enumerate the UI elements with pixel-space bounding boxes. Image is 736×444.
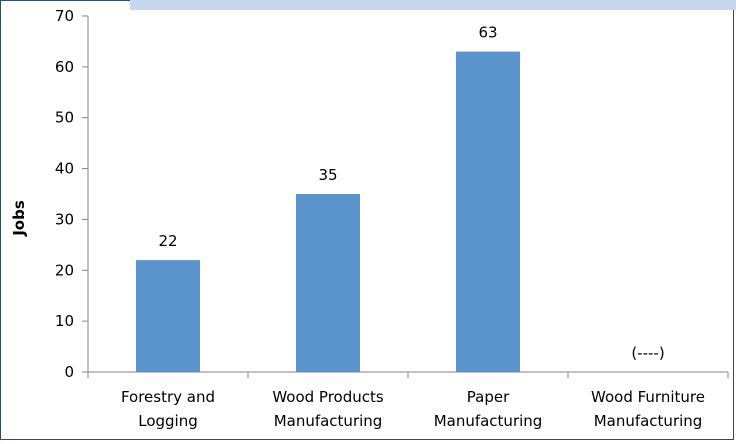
y-tick-label: 0 (64, 363, 74, 381)
top-highlight-band (130, 0, 736, 10)
data-label: 63 (478, 24, 497, 42)
y-tick-label: 30 (55, 210, 74, 228)
bar (456, 51, 520, 372)
data-label: (----) (631, 344, 664, 362)
y-axis-title: Jobs (10, 200, 28, 237)
category-label: Wood Products Manufacturing (272, 388, 384, 430)
data-label: 35 (318, 166, 337, 184)
category-label: Forestry and Logging (121, 388, 215, 430)
category-labels: Forestry and Logging Wood Products Manufact… (121, 388, 705, 430)
y-tick-label: 40 (55, 160, 74, 178)
bar (136, 260, 200, 372)
category-label: Wood Furniture Manufacturing (591, 388, 705, 430)
data-label: 22 (158, 232, 177, 250)
y-tick-label: 50 (55, 109, 74, 127)
y-tick-label: 10 (55, 312, 74, 330)
axes (87, 16, 729, 378)
y-axis-ticks: 0 10 20 30 40 50 60 70 (55, 7, 88, 381)
y-tick-label: 20 (55, 261, 74, 279)
y-tick-label: 70 (55, 7, 74, 25)
y-tick-label: 60 (55, 58, 74, 76)
bar (296, 194, 360, 372)
bars (136, 51, 520, 372)
data-labels: 22 35 63 (----) (158, 24, 664, 362)
category-label: Paper Manufacturing (434, 388, 543, 430)
